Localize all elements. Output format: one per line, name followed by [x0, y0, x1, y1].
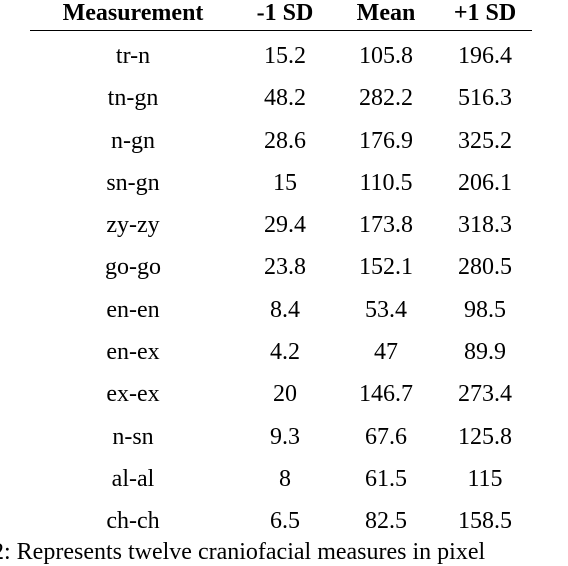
cell-plus-1-sd: 98.5 [464, 296, 506, 323]
cell-plus-1-sd: 516.3 [458, 85, 512, 112]
measurements-table: Measurement -1 SD Mean +1 SD tr-n 15.2 1… [30, 0, 532, 533]
cell-mean: 110.5 [359, 169, 413, 196]
cell-mean: 82.5 [365, 508, 407, 535]
cell-measurement: sn-gn [106, 169, 160, 196]
cell-measurement: n-sn [112, 423, 154, 450]
cell-plus-1-sd: 325.2 [458, 127, 512, 154]
cell-minus-1-sd: 4.2 [270, 339, 300, 366]
cell-measurement: ch-ch [106, 508, 160, 535]
cell-mean: 146.7 [359, 381, 413, 408]
cell-mean: 282.2 [359, 85, 413, 112]
cell-measurement: al-al [111, 465, 155, 492]
cell-measurement: en-en [106, 296, 160, 323]
table-row: zy-zy 29.4 173.8 318.3 [30, 195, 532, 237]
table-caption: 2: Represents twelve craniofacial measur… [0, 539, 486, 565]
cell-mean: 47 [374, 339, 398, 366]
cell-minus-1-sd: 15 [273, 169, 297, 196]
cell-plus-1-sd: 158.5 [458, 508, 512, 535]
header-plus-1-sd: +1 SD [438, 0, 532, 31]
cell-mean: 173.8 [359, 212, 413, 239]
cell-minus-1-sd: 9.3 [270, 423, 300, 450]
cell-minus-1-sd: 29.4 [264, 212, 306, 239]
table-row: en-ex 4.2 47 89.9 [30, 322, 532, 364]
cell-minus-1-sd: 8.4 [270, 296, 300, 323]
cell-minus-1-sd: 23.8 [264, 254, 306, 281]
table-header-row: Measurement -1 SD Mean +1 SD [30, 0, 532, 31]
header-minus-1-sd: -1 SD [236, 0, 334, 31]
cell-mean: 61.5 [365, 465, 407, 492]
table-row: en-en 8.4 53.4 98.5 [30, 279, 532, 323]
cell-minus-1-sd: 6.5 [270, 508, 300, 535]
cell-measurement: go-go [105, 254, 161, 281]
cell-plus-1-sd: 196.4 [458, 43, 512, 69]
table-row: tr-n 15.2 105.8 196.4 [30, 31, 532, 69]
cell-measurement: en-ex [106, 339, 160, 366]
cell-minus-1-sd: 8 [279, 465, 291, 492]
header-measurement: Measurement [30, 0, 236, 31]
table-row: n-gn 28.6 176.9 325.2 [30, 110, 532, 154]
table-row: n-sn 9.3 67.6 125.8 [30, 406, 532, 450]
cell-mean: 105.8 [359, 43, 413, 69]
cell-plus-1-sd: 206.1 [458, 169, 512, 196]
header-mean: Mean [334, 0, 438, 31]
cell-minus-1-sd: 28.6 [264, 127, 306, 154]
table-row: ch-ch 6.5 82.5 158.5 [30, 491, 532, 533]
cell-plus-1-sd: 273.4 [458, 381, 512, 408]
cell-measurement: tn-gn [107, 85, 159, 112]
cell-mean: 176.9 [359, 127, 413, 154]
table-row: al-al 8 61.5 115 [30, 449, 532, 491]
cell-plus-1-sd: 280.5 [458, 254, 512, 281]
cell-mean: 53.4 [365, 296, 407, 323]
cell-minus-1-sd: 20 [273, 381, 297, 408]
cell-plus-1-sd: 125.8 [458, 423, 512, 450]
cell-plus-1-sd: 89.9 [464, 339, 506, 366]
table-row: go-go 23.8 152.1 280.5 [30, 237, 532, 279]
cell-minus-1-sd: 48.2 [264, 85, 306, 112]
cell-measurement: n-gn [111, 127, 155, 154]
table-row: sn-gn 15 110.5 206.1 [30, 153, 532, 195]
cell-plus-1-sd: 115 [467, 465, 503, 492]
cell-measurement: zy-zy [106, 212, 160, 239]
cell-plus-1-sd: 318.3 [458, 212, 512, 239]
cell-measurement: tr-n [115, 43, 151, 69]
cell-measurement: ex-ex [106, 381, 160, 408]
cell-mean: 67.6 [365, 423, 407, 450]
table-row: tn-gn 48.2 282.2 516.3 [30, 68, 532, 110]
cell-minus-1-sd: 15.2 [264, 43, 306, 69]
cell-mean: 152.1 [359, 254, 413, 281]
table-row: ex-ex 20 146.7 273.4 [30, 364, 532, 406]
